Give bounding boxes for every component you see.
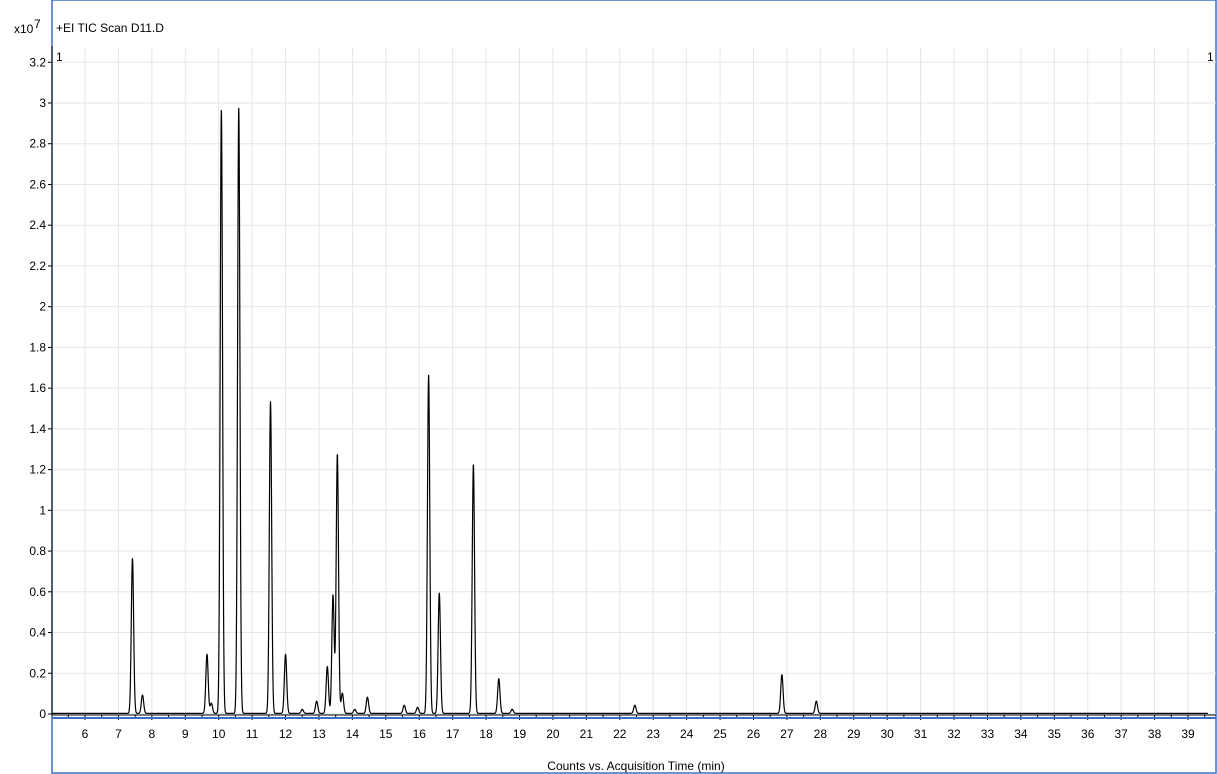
y-tick-label: 2.6 bbox=[29, 177, 46, 191]
corner-label-left: 1 bbox=[56, 50, 63, 64]
x-tick-label: 29 bbox=[847, 727, 861, 741]
x-tick-label: 8 bbox=[149, 727, 156, 741]
peak-apex bbox=[511, 709, 513, 711]
text-layer: x10 7 +EI TIC Scan D11.D 1 1 Counts vs. … bbox=[14, 17, 1214, 773]
x-tick-label: 34 bbox=[1014, 727, 1028, 741]
x-tick-label: 7 bbox=[115, 727, 122, 741]
peak-apex bbox=[316, 701, 318, 703]
x-tick-label: 35 bbox=[1048, 727, 1062, 741]
x-tick-label: 33 bbox=[981, 727, 995, 741]
corner-label-right: 1 bbox=[1207, 50, 1214, 64]
x-tick-label: 10 bbox=[212, 727, 226, 741]
x-tick-label: 28 bbox=[814, 727, 828, 741]
peak-apex bbox=[366, 697, 369, 699]
y-tick-label: 1 bbox=[39, 503, 46, 517]
peak-apex bbox=[210, 703, 212, 705]
x-tick-label: 23 bbox=[647, 727, 661, 741]
y-tick-label: 2.4 bbox=[29, 218, 46, 232]
y-multiplier-label: x10 bbox=[14, 22, 34, 36]
chart-title: +EI TIC Scan D11.D bbox=[56, 21, 164, 35]
x-tick-label: 17 bbox=[446, 727, 460, 741]
x-tick-label: 19 bbox=[513, 727, 527, 741]
peak-apex bbox=[269, 401, 272, 403]
x-tick-label: 39 bbox=[1181, 727, 1195, 741]
axes bbox=[48, 46, 1216, 720]
x-tick-label: 22 bbox=[613, 727, 627, 741]
y-tick-label: 3.2 bbox=[29, 55, 46, 69]
y-tick-label: 0.6 bbox=[29, 585, 46, 599]
window-border bbox=[51, 0, 1217, 774]
peak-apex bbox=[220, 110, 222, 112]
peak-apex bbox=[332, 595, 334, 597]
peak-apex bbox=[815, 701, 817, 703]
x-tick-label: 15 bbox=[379, 727, 393, 741]
x-tick-label: 24 bbox=[680, 727, 694, 741]
y-tick-label: 0 bbox=[39, 707, 46, 721]
x-tick-label: 37 bbox=[1114, 727, 1128, 741]
x-tick-label: 27 bbox=[780, 727, 794, 741]
x-tick-label: 36 bbox=[1081, 727, 1095, 741]
x-tick-label: 12 bbox=[279, 727, 293, 741]
peak-apex bbox=[403, 705, 405, 707]
x-tick-label: 38 bbox=[1148, 727, 1162, 741]
grid bbox=[52, 48, 1216, 715]
x-tick-label: 9 bbox=[182, 727, 189, 741]
peak-apex bbox=[141, 695, 144, 697]
y-tick-label: 0.8 bbox=[29, 544, 46, 558]
y-tick-label: 2.8 bbox=[29, 137, 46, 151]
peak-apex bbox=[781, 674, 783, 676]
x-tick-label: 13 bbox=[312, 727, 326, 741]
x-tick-label: 30 bbox=[881, 727, 895, 741]
peak-apex bbox=[131, 558, 134, 560]
y-tick-label: 2.2 bbox=[29, 259, 46, 273]
x-tick-label: 18 bbox=[479, 727, 493, 741]
x-tick-label: 26 bbox=[747, 727, 761, 741]
trace-layer bbox=[51, 107, 1209, 714]
y-tick-label: 1.8 bbox=[29, 340, 46, 354]
y-tick-label: 1.6 bbox=[29, 381, 46, 395]
peak-apex bbox=[354, 709, 356, 711]
peak-apex bbox=[301, 709, 303, 711]
peak-apex bbox=[498, 678, 500, 680]
x-tick-label: 21 bbox=[580, 727, 594, 741]
peak-apex bbox=[438, 593, 440, 595]
x-tick-label: 20 bbox=[546, 727, 560, 741]
y-multiplier-exponent: 7 bbox=[34, 17, 41, 31]
peak-apex bbox=[341, 693, 343, 695]
y-tick-label: 0.2 bbox=[29, 666, 46, 680]
y-tick-label: 1.4 bbox=[29, 422, 46, 436]
tic-trace-line bbox=[51, 107, 1209, 714]
y-tick-label: 1.2 bbox=[29, 463, 46, 477]
x-tick-label: 25 bbox=[713, 727, 727, 741]
peak-apex bbox=[238, 108, 240, 110]
peak-apex bbox=[416, 707, 419, 709]
peak-apex bbox=[428, 375, 430, 377]
peak-apex bbox=[284, 654, 287, 656]
x-tick-label: 31 bbox=[914, 727, 928, 741]
x-tick-label: 14 bbox=[346, 727, 360, 741]
peak-apex bbox=[472, 464, 474, 467]
peak-apex bbox=[336, 454, 338, 456]
x-tick-label: 11 bbox=[246, 727, 259, 741]
peak-apex bbox=[206, 654, 208, 656]
x-tick-label: 6 bbox=[82, 727, 89, 741]
y-tick-label: 0.4 bbox=[29, 626, 46, 640]
x-tick-label: 32 bbox=[947, 727, 961, 741]
peak-apex bbox=[634, 705, 636, 707]
peak-apex bbox=[326, 666, 328, 668]
y-tick-label: 3 bbox=[39, 96, 46, 110]
x-tick-label: 16 bbox=[413, 727, 427, 741]
y-tick-label: 2 bbox=[39, 300, 46, 314]
x-axis-label: Counts vs. Acquisition Time (min) bbox=[547, 759, 724, 773]
